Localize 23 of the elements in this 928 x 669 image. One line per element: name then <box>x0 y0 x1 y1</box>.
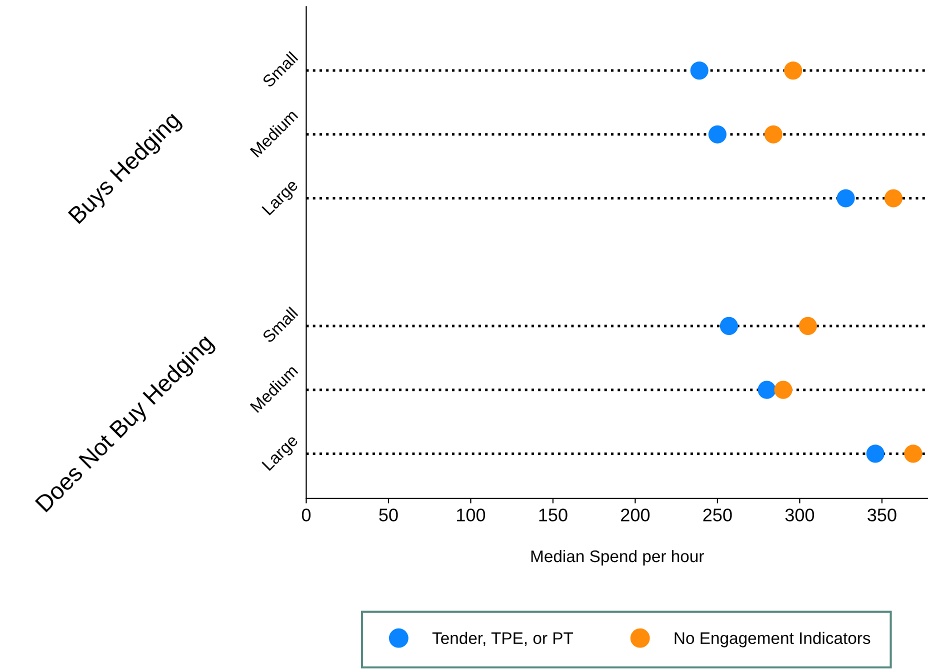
x-tick-label: 100 <box>457 508 486 522</box>
point <box>904 444 922 463</box>
legend-label: No Engagement Indicators <box>674 632 870 648</box>
point <box>884 189 903 208</box>
point <box>784 61 802 80</box>
x-axis-title: Median Spend per hour <box>531 550 704 566</box>
x-tick-label: 350 <box>868 508 896 522</box>
point <box>758 380 776 399</box>
point <box>836 189 855 208</box>
x-tick-label: 50 <box>379 508 398 522</box>
point <box>764 125 782 144</box>
point <box>866 444 884 463</box>
x-tick-label: 200 <box>621 508 650 522</box>
x-tick-label: 250 <box>703 508 732 522</box>
point <box>774 380 792 399</box>
x-tick-label: 0 <box>302 508 311 522</box>
point <box>720 316 738 336</box>
point <box>798 316 817 336</box>
point <box>690 61 708 80</box>
legend-label: Tender, TPE, or PT <box>432 632 574 646</box>
x-tick-label: 300 <box>785 508 814 522</box>
x-tick-label: 150 <box>539 508 568 522</box>
point <box>708 125 727 144</box>
